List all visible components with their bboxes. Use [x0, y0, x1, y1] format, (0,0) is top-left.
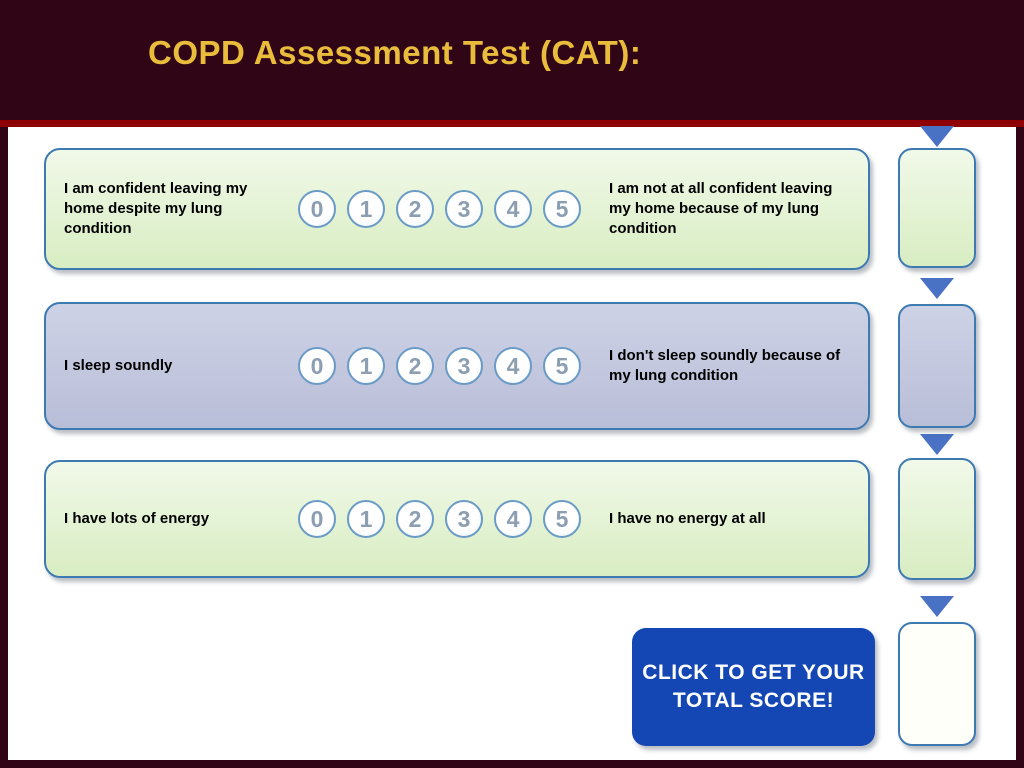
score-box	[898, 304, 976, 428]
page-title: COPD Assessment Test (CAT):	[148, 34, 642, 71]
score-option-1[interactable]: 1	[347, 347, 385, 385]
score-box	[898, 148, 976, 268]
score-option-2[interactable]: 2	[396, 190, 434, 228]
total-score-button[interactable]: CLICK TO GET YOUR TOTAL SCORE!	[632, 628, 875, 746]
question-left-label: I have lots of energy	[64, 509, 210, 527]
score-box	[898, 458, 976, 580]
question-right-label: I have no energy at all	[609, 509, 766, 527]
question-left-label: I am confident leaving my home despite m…	[64, 179, 248, 238]
score-option-5[interactable]: 5	[543, 500, 581, 538]
score-option-3[interactable]: 3	[445, 500, 483, 538]
score-option-4[interactable]: 4	[494, 347, 532, 385]
score-box	[898, 622, 976, 746]
score-option-3[interactable]: 3	[445, 347, 483, 385]
score-option-0[interactable]: 0	[298, 347, 336, 385]
score-option-4[interactable]: 4	[494, 500, 532, 538]
score-option-5[interactable]: 5	[543, 190, 581, 228]
score-option-5[interactable]: 5	[543, 347, 581, 385]
header-divider	[0, 120, 1024, 127]
arrow-down-icon	[920, 596, 954, 617]
score-option-0[interactable]: 0	[298, 190, 336, 228]
score-option-0[interactable]: 0	[298, 500, 336, 538]
question-row: I have lots of energy 0 1 2 3 4 5 I have no ene…	[44, 460, 870, 578]
question-row: I sleep soundly 0 1 2 3 4 5 I don't sleep sound…	[44, 302, 870, 430]
arrow-down-icon	[920, 278, 954, 299]
score-option-3[interactable]: 3	[445, 190, 483, 228]
arrow-down-icon	[920, 126, 954, 147]
score-option-1[interactable]: 1	[347, 500, 385, 538]
score-option-4[interactable]: 4	[494, 190, 532, 228]
question-right-label: I am not at all confident leaving my hom…	[609, 179, 833, 238]
arrow-down-icon	[920, 434, 954, 455]
question-left-label: I sleep soundly	[64, 356, 173, 374]
score-option-2[interactable]: 2	[396, 347, 434, 385]
score-option-2[interactable]: 2	[396, 500, 434, 538]
question-row: I am confident leaving my home despite m…	[44, 148, 870, 270]
question-right-label: I don't sleep soundly because of my lung…	[609, 346, 841, 384]
score-option-1[interactable]: 1	[347, 190, 385, 228]
